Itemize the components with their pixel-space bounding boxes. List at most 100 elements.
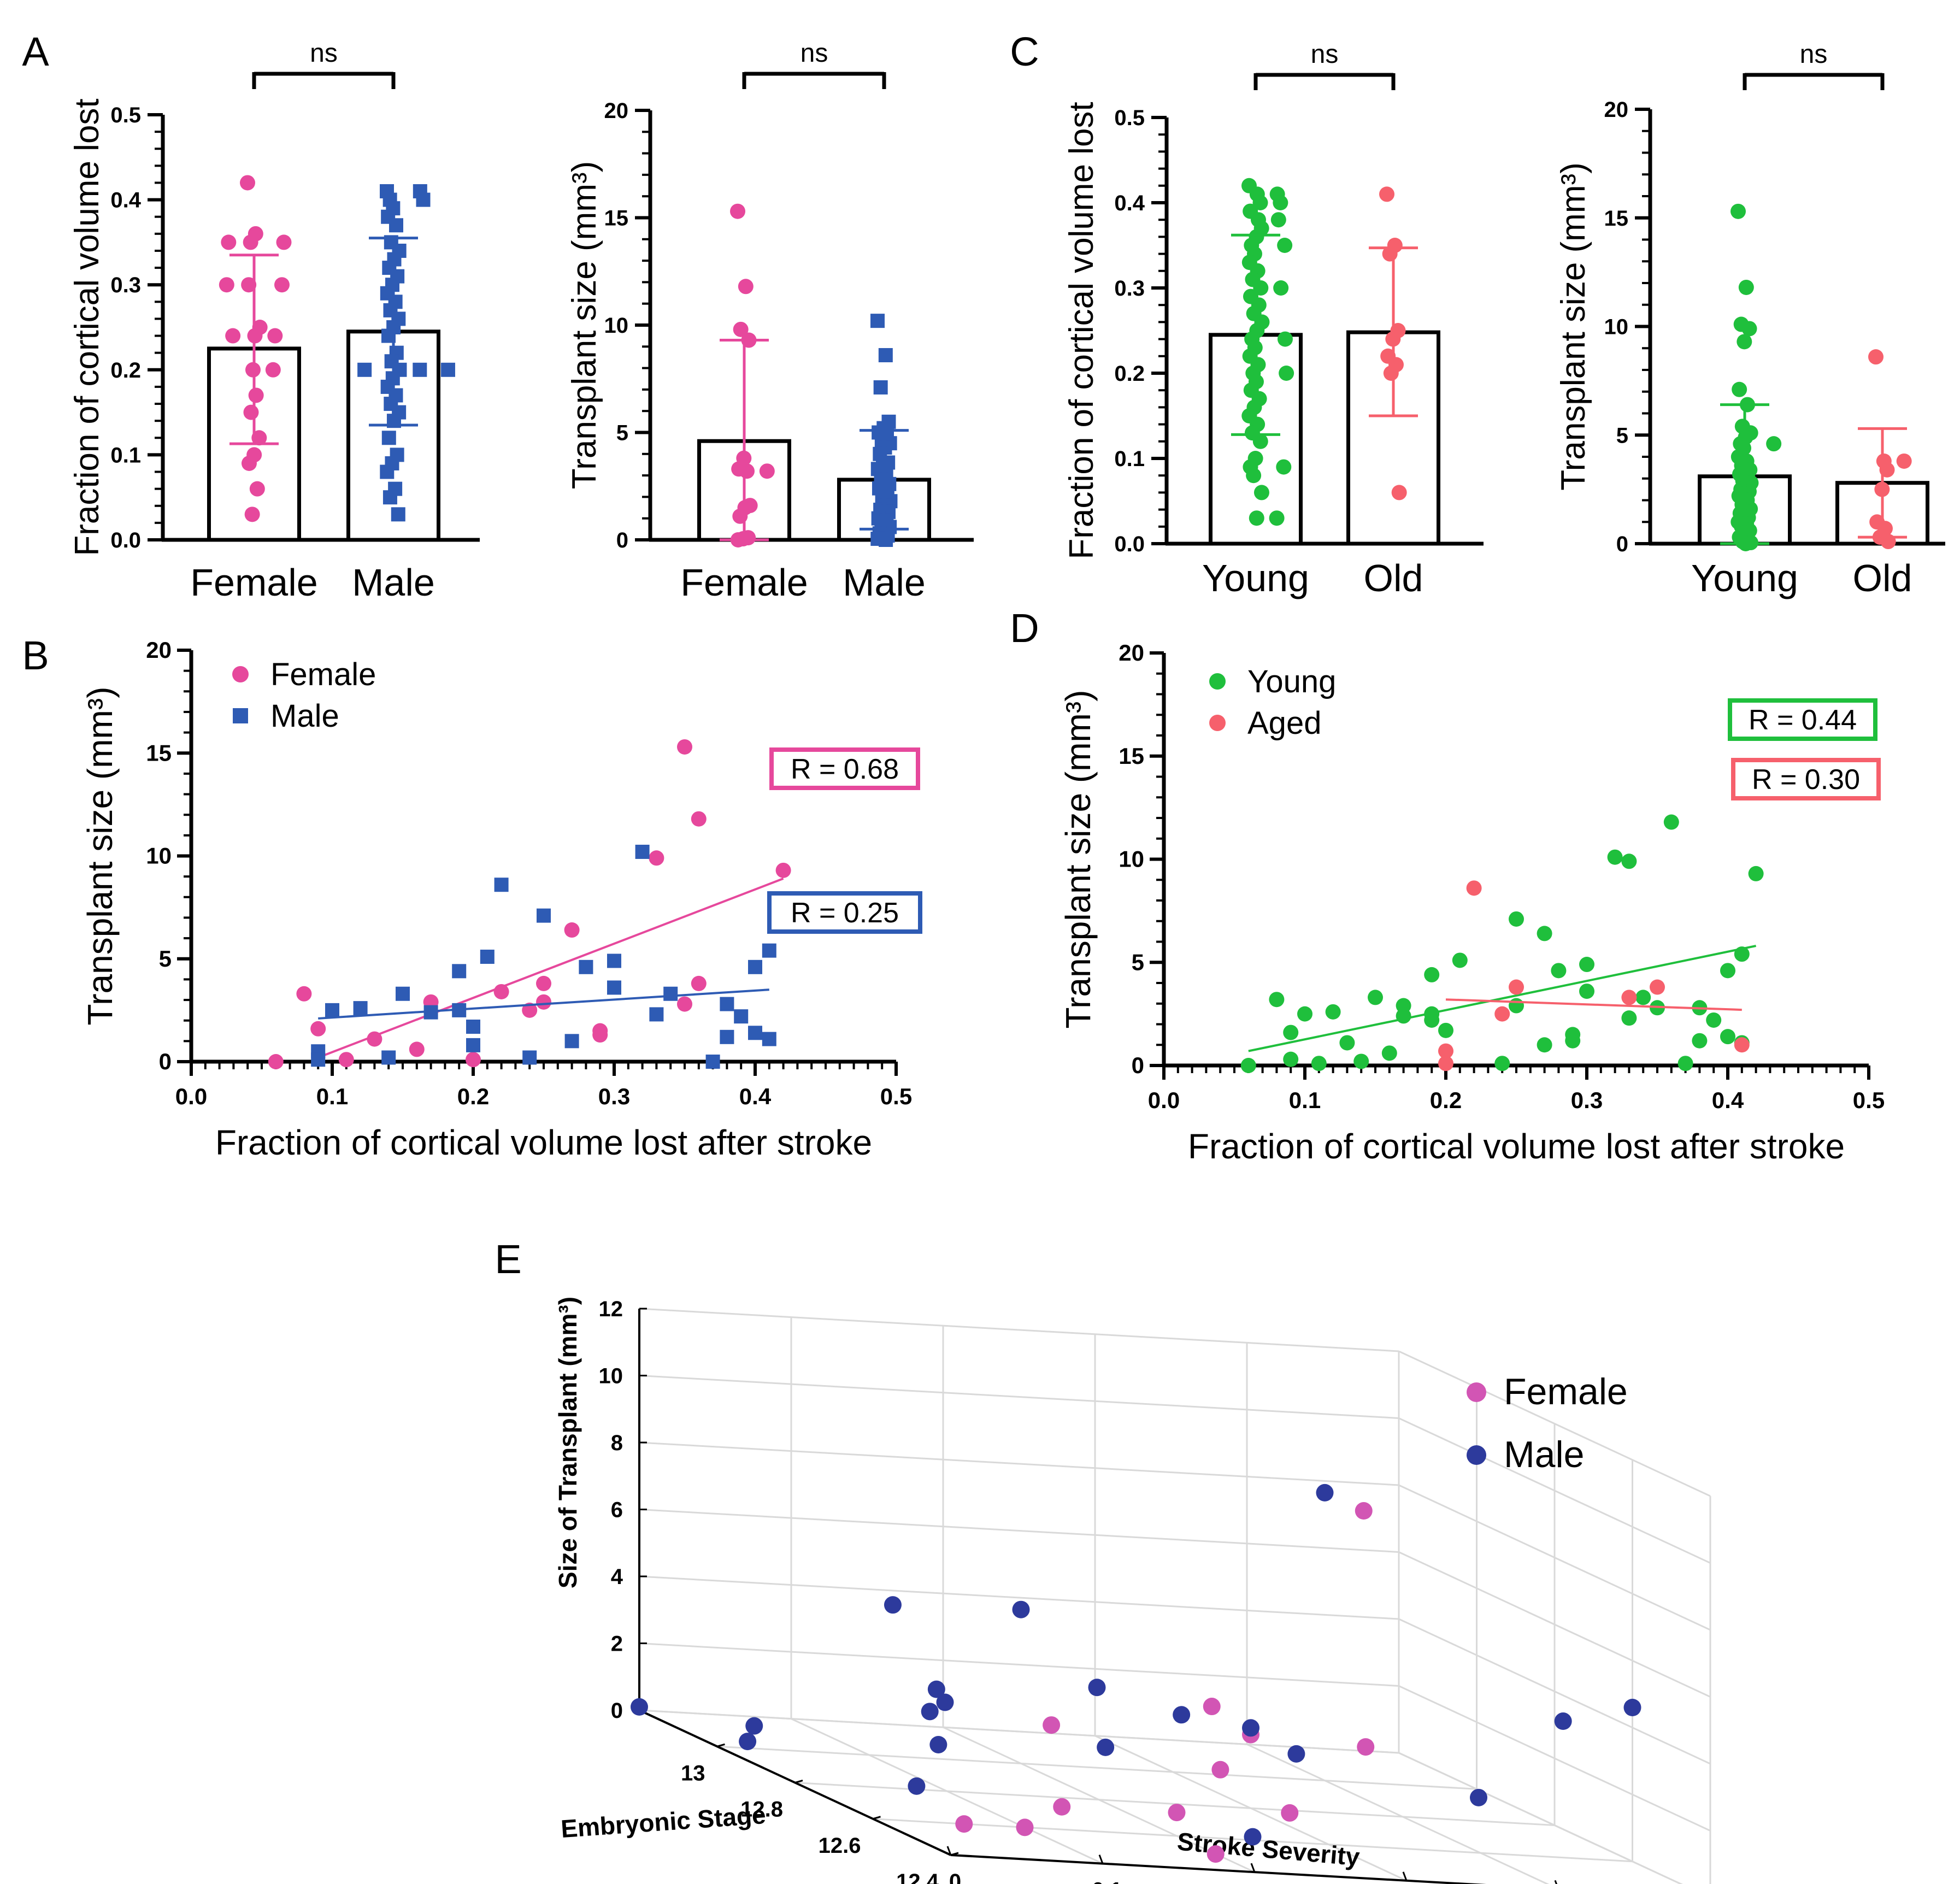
y-tick-label: 0.4 <box>1114 191 1145 215</box>
back-wall-grid-line <box>639 1575 1399 1620</box>
legend-label-aged: Aged <box>1247 705 1321 741</box>
data-point <box>1379 186 1394 202</box>
legend-label-female: Female <box>270 657 376 692</box>
r-value-box-aged <box>1731 758 1881 800</box>
data-point-female <box>1053 1798 1071 1816</box>
data-point-female <box>677 996 692 1012</box>
data-point-female <box>493 984 509 999</box>
x-tick-label: 0.2 <box>457 1084 489 1109</box>
y-tick-label: 5 <box>1616 423 1628 448</box>
y-tick-label: 0.5 <box>110 103 141 127</box>
chart-c1: 0.0 0.1 0.2 0.3 0.4 0.5 Fraction of cortical v… <box>1063 40 1484 599</box>
panel-label: B <box>22 633 49 678</box>
data-point <box>391 507 405 522</box>
y-tick-label: 10 <box>1119 846 1144 872</box>
data-point-young <box>1551 963 1567 979</box>
data-point-male <box>884 1596 902 1614</box>
y-tick-label: 5 <box>616 421 628 445</box>
data-point <box>1277 238 1293 253</box>
x-category-label: Old <box>1853 557 1912 599</box>
data-point <box>1279 366 1294 381</box>
fit-line-male <box>318 988 769 1020</box>
data-point-young <box>1339 1035 1355 1051</box>
panel-label: A <box>22 29 49 74</box>
legend-marker-male <box>1467 1445 1486 1465</box>
data-point-male <box>480 949 495 964</box>
significance-label: ns <box>310 39 338 68</box>
data-point <box>879 533 893 547</box>
data-point-young <box>1565 1033 1581 1049</box>
data-point-male <box>452 1003 467 1017</box>
data-point-female <box>1016 1818 1034 1836</box>
data-point-male <box>1623 1699 1641 1716</box>
data-point-young <box>1381 1045 1397 1061</box>
data-point-male <box>762 943 776 958</box>
y-tick-label: 5 <box>159 946 172 972</box>
x-axis-label: Fraction of cortical volume lost after s… <box>215 1123 872 1162</box>
data-point-young <box>1607 849 1623 865</box>
data-point-male <box>466 1019 480 1034</box>
data-point-male <box>748 959 762 974</box>
data-point-female <box>592 1027 608 1043</box>
y-tick-label: 0 <box>616 528 628 552</box>
data-point-young <box>1396 998 1411 1014</box>
legend-label-male: Male <box>1504 1434 1584 1475</box>
y-tick-label: 0.3 <box>1114 276 1145 301</box>
data-point-female <box>649 850 664 866</box>
data-point-male <box>663 986 678 1001</box>
data-point-female <box>1206 1845 1225 1863</box>
data-point-young <box>1494 1056 1510 1071</box>
data-point-male <box>734 1009 749 1024</box>
data-point-young <box>1325 1004 1341 1020</box>
data-point-young <box>1748 866 1764 881</box>
data-point-young <box>1635 990 1651 1005</box>
y-tick-label: 0.2 <box>110 358 141 382</box>
data-point-young <box>1720 963 1735 979</box>
y-tick-label: 15 <box>604 207 629 231</box>
data-point <box>730 203 745 219</box>
data-point-female <box>466 1052 481 1068</box>
data-point-male <box>631 1698 648 1716</box>
data-point <box>1252 433 1268 449</box>
data-point-male <box>936 1693 954 1711</box>
data-point-male <box>927 1680 945 1698</box>
y-tick-label: 15 <box>146 740 172 766</box>
data-point-female <box>536 975 551 991</box>
data-point-male <box>607 980 621 995</box>
panel-label: D <box>1010 605 1039 651</box>
y-tick-label: 12.6 <box>819 1834 861 1858</box>
x-axis <box>950 1854 1487 1884</box>
data-point <box>1868 349 1884 365</box>
x-tick <box>946 1846 952 1856</box>
side-wall-grid-line <box>1398 1752 1683 1884</box>
data-point-young <box>1678 1056 1693 1071</box>
data-point <box>389 218 403 233</box>
data-point-female <box>955 1815 973 1833</box>
y-axis-label: Transplant size (mm³) <box>80 687 120 1026</box>
data-point-young <box>1311 1056 1327 1071</box>
y-axis-label: Transplant size (mm³) <box>1058 690 1098 1029</box>
x-category-label: Young <box>1691 557 1798 599</box>
data-point-young <box>1663 814 1679 830</box>
data-point <box>739 463 755 479</box>
data-point <box>1277 331 1293 347</box>
data-point <box>382 490 397 505</box>
data-point <box>243 234 258 250</box>
legend-marker-aged <box>1209 715 1226 731</box>
data-point <box>225 328 241 344</box>
y-tick <box>873 1816 881 1820</box>
x-category-label: Female <box>190 561 317 604</box>
data-point-female <box>338 1052 354 1068</box>
y-tick-label: 20 <box>1604 98 1629 122</box>
data-point-male <box>1097 1738 1115 1756</box>
data-point-female <box>268 1054 284 1069</box>
data-point <box>1252 195 1268 210</box>
data-point-male <box>537 908 551 923</box>
x-tick-label: 0.5 <box>880 1084 912 1109</box>
significance-label: ns <box>801 39 828 68</box>
data-point-aged <box>1466 880 1482 896</box>
data-point <box>1737 334 1752 350</box>
floor-grid-line <box>717 1745 1477 1790</box>
data-point <box>1246 468 1262 484</box>
data-point-young <box>1438 1022 1453 1038</box>
